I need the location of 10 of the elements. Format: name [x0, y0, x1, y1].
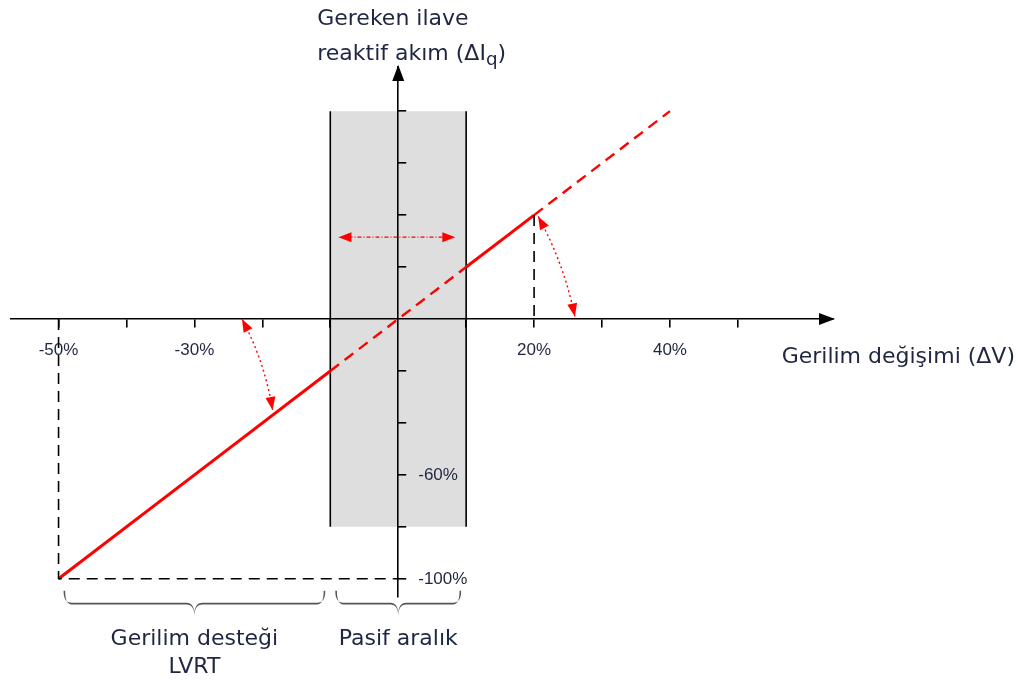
x-axis-title: Gerilim değişimi (ΔV) [781, 342, 1015, 370]
x-tick-label: 20% [517, 339, 552, 359]
y-tick-label: -100% [418, 568, 468, 588]
text: Gerilim desteği LVRT [109, 623, 280, 680]
text: Pasif aralık [337, 623, 459, 652]
y-axis-title: Gereken ilave reaktif akım (ΔI$_{q}$) [317, 4, 508, 72]
x-tick-label: -50% [38, 339, 79, 359]
x-tick-label: -30% [174, 339, 215, 359]
x-tick-label: 40% [652, 339, 687, 359]
y-tick-label: -60% [418, 464, 458, 484]
